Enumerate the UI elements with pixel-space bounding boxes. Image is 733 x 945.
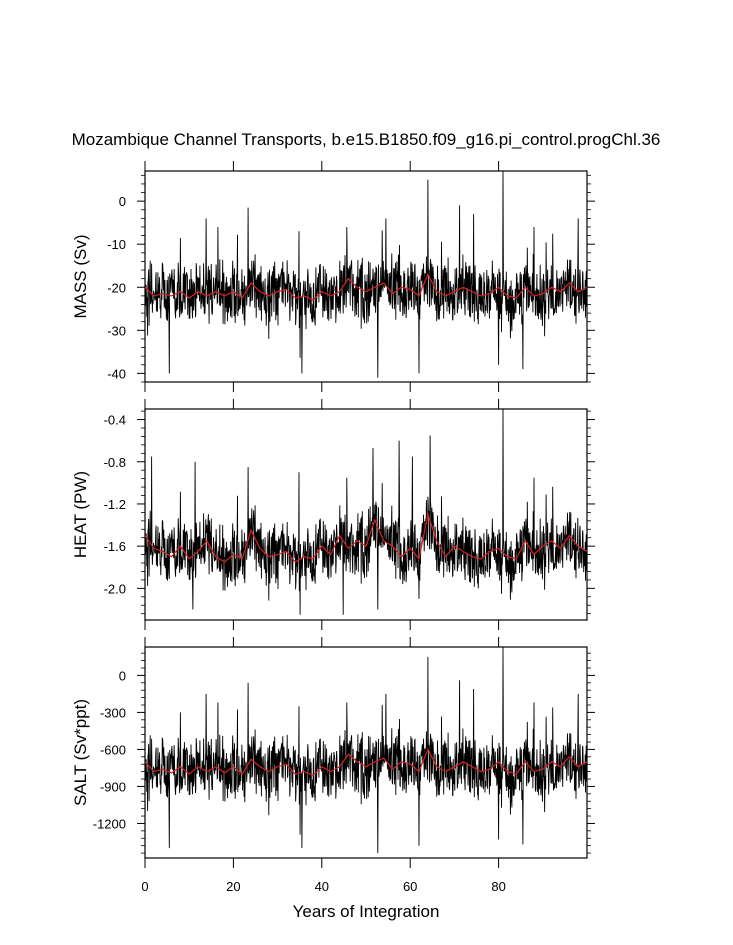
monthly-series-line-salt — [145, 647, 587, 854]
monthly-series-line-mass — [145, 171, 587, 378]
x-tick-label: 60 — [403, 879, 417, 894]
x-tick-label: 20 — [226, 879, 240, 894]
y-tick-label: -1.6 — [104, 539, 126, 554]
panel-heat: -0.4 -0.8 -1.2 -1.6 -2.0 HEAT (PW) — [71, 399, 595, 630]
y-tick-label: -2.0 — [104, 581, 126, 596]
y-tick-label: -40 — [107, 366, 126, 381]
y-tick-label: -1200 — [93, 816, 126, 831]
y-tick-label: -300 — [100, 705, 126, 720]
y-tick-label: -30 — [107, 323, 126, 338]
y-tick-label: -20 — [107, 280, 126, 295]
y-tick-label: -900 — [100, 779, 126, 794]
y-tick-label: -0.4 — [104, 413, 126, 428]
y-axis-title-salt: SALT (Sv*ppt) — [71, 699, 90, 806]
y-tick-label: -1.2 — [104, 497, 126, 512]
y-tick-label: -0.8 — [104, 455, 126, 470]
smoothed-series-line-mass — [145, 272, 587, 301]
smoothed-series-line-salt — [145, 747, 587, 777]
x-axis-title: Years of Integration — [293, 902, 440, 921]
figure-title: Mozambique Channel Transports, b.e15.B18… — [72, 130, 661, 149]
monthly-series-line-heat — [145, 409, 587, 615]
x-tick-label: 40 — [315, 879, 329, 894]
y-tick-label: -10 — [107, 237, 126, 252]
y-axis-title-mass: MASS (Sv) — [71, 234, 90, 318]
y-tick-label: 0 — [119, 194, 126, 209]
y-axis-title-heat: HEAT (PW) — [71, 471, 90, 558]
x-tick-label: 80 — [491, 879, 505, 894]
y-tick-label: 0 — [119, 668, 126, 683]
y-tick-label: -600 — [100, 742, 126, 757]
plot-frame — [144, 408, 588, 621]
x-axis: 0 20 40 60 80 — [141, 879, 505, 894]
smoothed-series-line-heat — [145, 512, 587, 563]
panel-mass: 0 -10 -20 -30 -40 MASS (Sv) — [71, 161, 595, 392]
x-tick-label: 0 — [141, 879, 148, 894]
